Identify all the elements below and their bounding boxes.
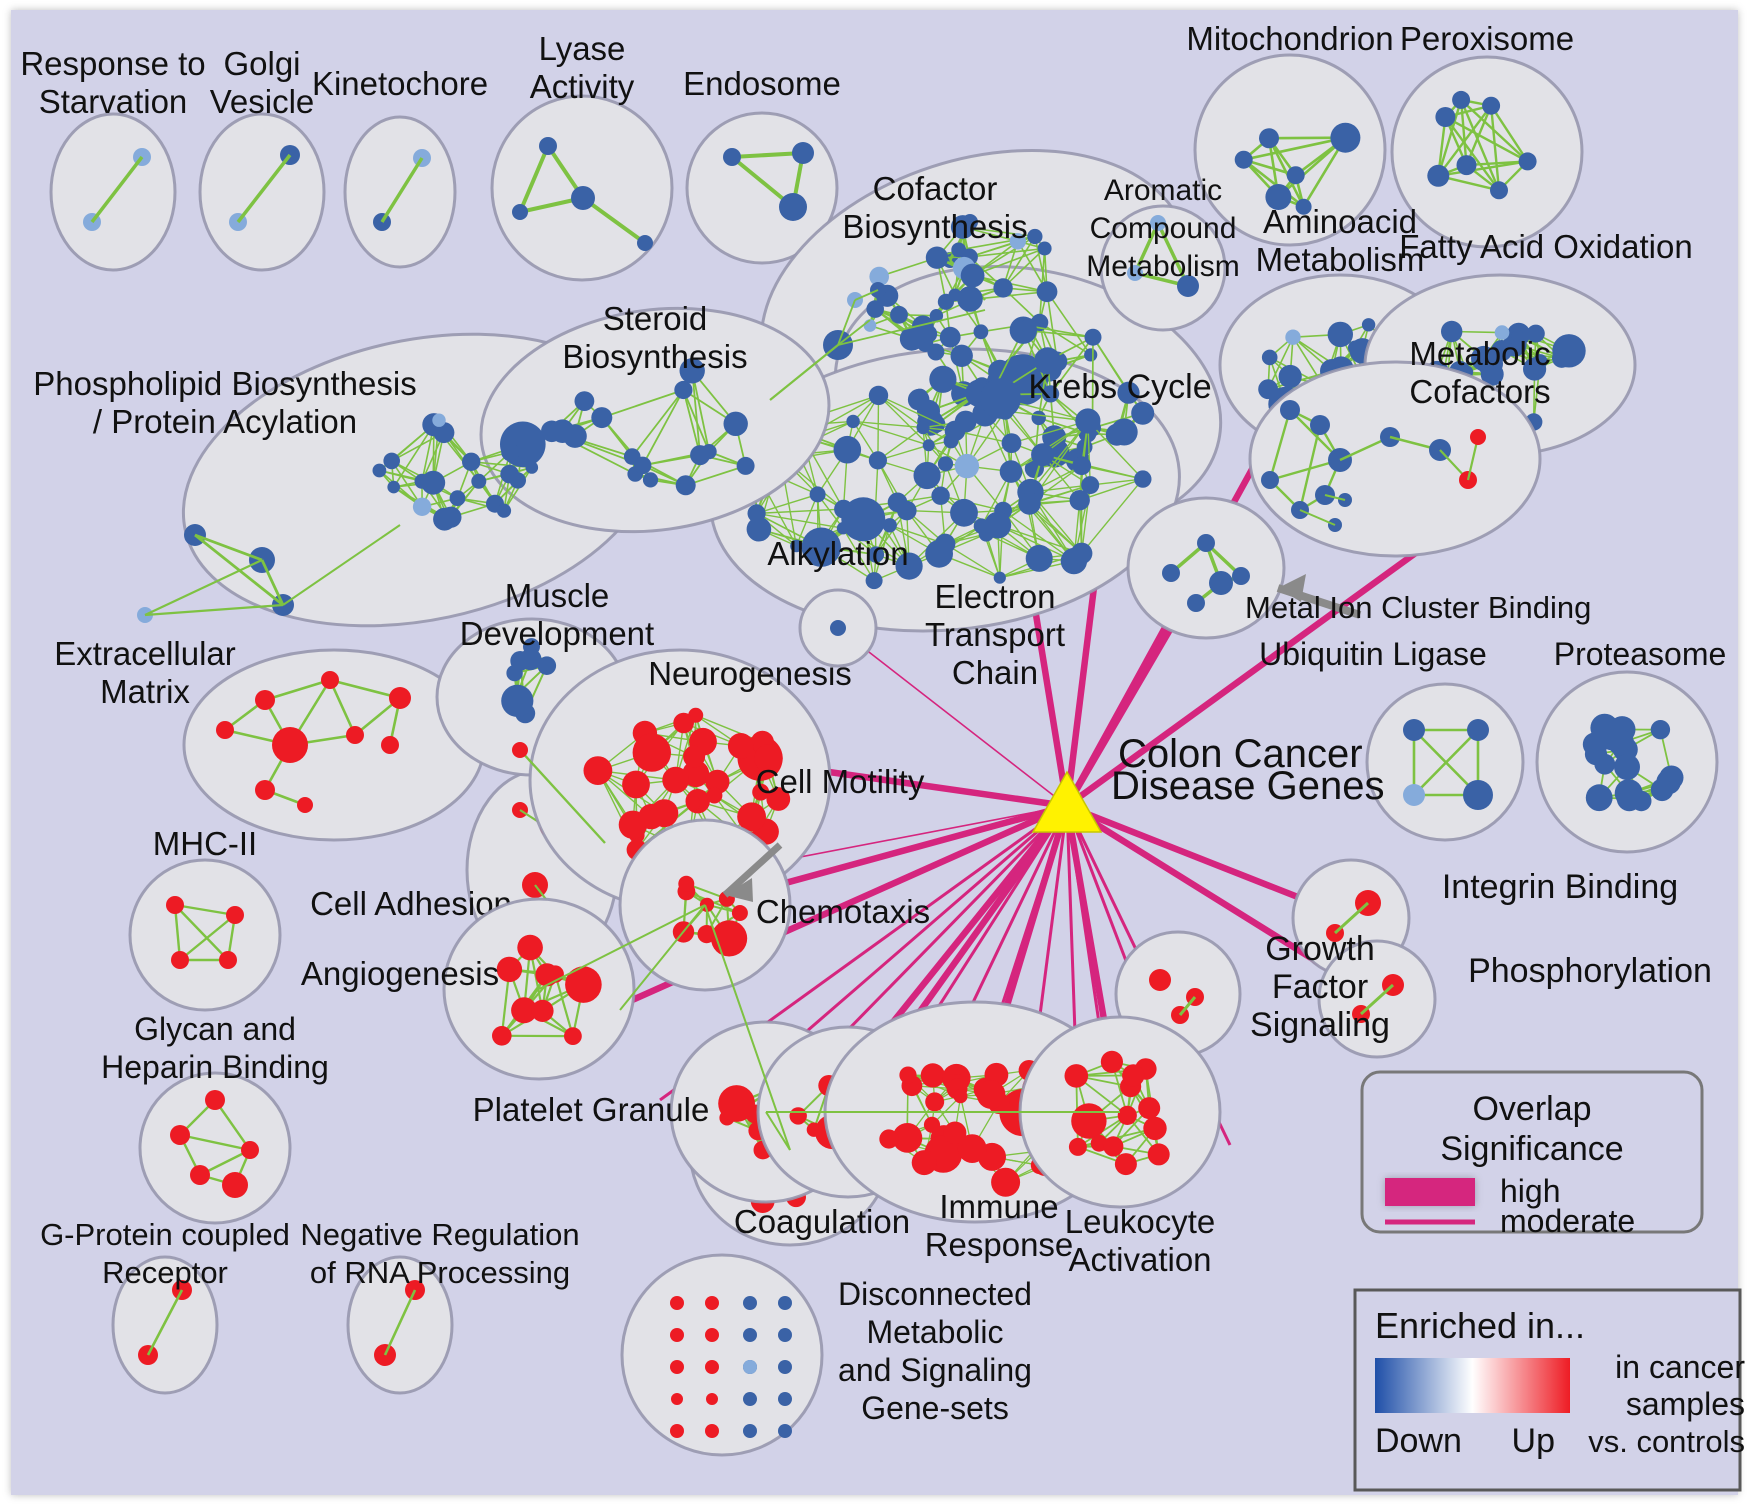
svg-text:Vesicle: Vesicle [210, 83, 315, 120]
svg-text:Endosome: Endosome [683, 65, 841, 102]
svg-text:Biosynthesis: Biosynthesis [842, 208, 1027, 245]
svg-text:Metabolic: Metabolic [867, 1314, 1004, 1350]
svg-text:Enriched in...: Enriched in... [1375, 1305, 1585, 1346]
svg-text:Matrix: Matrix [100, 673, 190, 710]
svg-text:Krebs Cycle: Krebs Cycle [1028, 368, 1211, 406]
svg-text:Disconnected: Disconnected [838, 1276, 1032, 1312]
svg-text:Down: Down [1375, 1422, 1462, 1460]
svg-text:MHC-II: MHC-II [153, 825, 257, 862]
svg-text:Angiogenesis: Angiogenesis [301, 955, 499, 992]
svg-text:Platelet Granule: Platelet Granule [473, 1091, 710, 1128]
svg-text:Lyase: Lyase [539, 30, 626, 67]
svg-text:Kinetochore: Kinetochore [312, 65, 488, 102]
svg-text:Metabolism: Metabolism [1086, 250, 1239, 283]
svg-text:Integrin Binding: Integrin Binding [1442, 868, 1678, 906]
svg-text:moderate: moderate [1500, 1203, 1635, 1239]
svg-text:Starvation: Starvation [39, 83, 188, 120]
svg-text:Response to: Response to [20, 45, 205, 82]
svg-text:Activity: Activity [530, 68, 635, 105]
svg-text:Chemotaxis: Chemotaxis [756, 893, 930, 930]
svg-text:Response: Response [925, 1226, 1074, 1263]
svg-text:and Signaling: and Signaling [838, 1352, 1032, 1388]
svg-text:Compound: Compound [1090, 212, 1237, 245]
svg-text:of RNA Processing: of RNA Processing [310, 1255, 570, 1290]
svg-text:Aromatic: Aromatic [1104, 174, 1222, 207]
svg-text:samples: samples [1626, 1386, 1745, 1422]
svg-text:Cofactors: Cofactors [1409, 373, 1550, 410]
svg-text:Transport: Transport [925, 616, 1065, 653]
svg-text:Receptor: Receptor [102, 1255, 228, 1290]
svg-text:Extracellular: Extracellular [54, 635, 236, 672]
svg-text:Electron: Electron [934, 578, 1055, 615]
svg-text:/ Protein Acylation: / Protein Acylation [93, 403, 357, 440]
svg-text:Activation: Activation [1068, 1241, 1211, 1278]
svg-text:Coagulation: Coagulation [734, 1203, 910, 1240]
svg-text:Significance: Significance [1440, 1130, 1623, 1168]
svg-text:Disease Genes: Disease Genes [1111, 764, 1384, 808]
svg-text:Proteasome: Proteasome [1554, 636, 1727, 672]
svg-text:Chain: Chain [952, 654, 1038, 691]
svg-text:Glycan and: Glycan and [134, 1011, 296, 1047]
svg-text:Up: Up [1512, 1422, 1555, 1460]
svg-text:Phosphorylation: Phosphorylation [1468, 952, 1712, 990]
svg-text:Cofactor: Cofactor [873, 170, 998, 207]
svg-text:Factor: Factor [1272, 968, 1368, 1006]
svg-text:Alkylation: Alkylation [767, 535, 908, 572]
svg-text:G-Protein coupled: G-Protein coupled [40, 1217, 290, 1252]
svg-text:Development: Development [460, 615, 654, 652]
svg-text:Leukocyte: Leukocyte [1065, 1203, 1215, 1240]
svg-text:Phospholipid Biosynthesis: Phospholipid Biosynthesis [33, 365, 416, 402]
svg-text:Signaling: Signaling [1250, 1006, 1390, 1044]
svg-text:Aminoacid: Aminoacid [1263, 203, 1417, 240]
svg-text:Peroxisome: Peroxisome [1400, 20, 1574, 57]
svg-text:Biosynthesis: Biosynthesis [562, 338, 747, 375]
svg-text:Mitochondrion: Mitochondrion [1186, 20, 1393, 57]
svg-text:Overlap: Overlap [1472, 1090, 1591, 1128]
svg-text:Gene-sets: Gene-sets [861, 1390, 1009, 1426]
svg-text:Fatty Acid Oxidation: Fatty Acid Oxidation [1399, 228, 1692, 265]
svg-text:Growth: Growth [1265, 930, 1375, 968]
svg-text:in cancer: in cancer [1615, 1349, 1745, 1385]
svg-text:Heparin Binding: Heparin Binding [101, 1049, 329, 1085]
svg-text:Ubiquitin Ligase: Ubiquitin Ligase [1259, 636, 1487, 672]
svg-text:Golgi: Golgi [223, 45, 300, 82]
svg-text:Immune: Immune [939, 1188, 1058, 1225]
svg-text:Cell Motility: Cell Motility [756, 763, 925, 800]
svg-text:vs. controls: vs. controls [1588, 1424, 1745, 1459]
svg-text:Muscle: Muscle [505, 577, 610, 614]
svg-text:Metabolic: Metabolic [1409, 335, 1550, 372]
svg-text:Metal Ion Cluster Binding: Metal Ion Cluster Binding [1245, 590, 1591, 625]
svg-text:Steroid: Steroid [603, 300, 708, 337]
svg-text:Negative Regulation: Negative Regulation [300, 1217, 579, 1252]
